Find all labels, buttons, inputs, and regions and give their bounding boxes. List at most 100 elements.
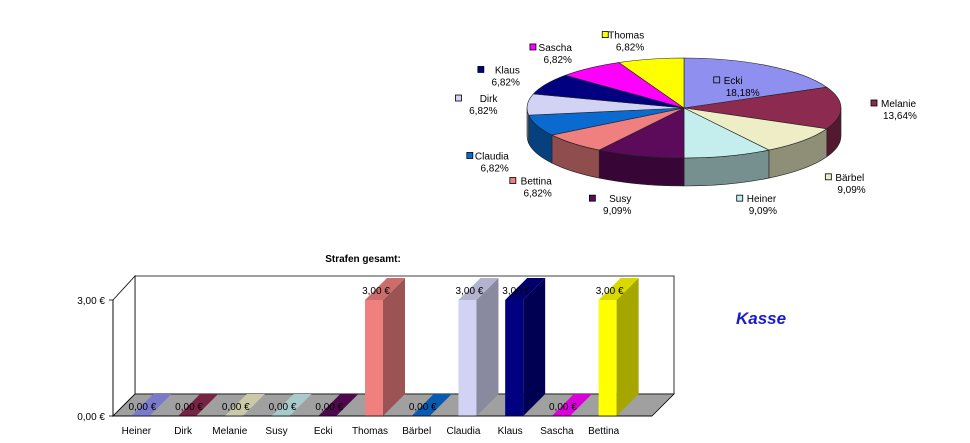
pie-label-name: Thomas xyxy=(608,31,644,42)
pie-slice-susy xyxy=(598,107,685,159)
legend-key-dirk xyxy=(455,94,462,102)
bar-top xyxy=(458,278,499,300)
pie-label-name: Dirk xyxy=(480,94,499,105)
pie-slice-bärbel xyxy=(683,107,828,151)
bar-top xyxy=(598,278,639,300)
bar-thomas: 3,00 € Thomas xyxy=(352,278,405,437)
bar-value-label: 0,00 € xyxy=(175,402,203,413)
pie-slice-ecki xyxy=(683,57,828,109)
bars: 0,00 € Heiner 0,00 € Dirk 0,00 € Melanie 0,00 … xyxy=(122,278,639,437)
bar-bettina: 3,00 € Bettina xyxy=(588,278,639,437)
bar-front xyxy=(505,300,524,416)
pie-slice-melanie xyxy=(683,86,842,130)
pie-slice-thomas xyxy=(617,57,685,109)
bar-value-label: 0,00 € xyxy=(222,402,250,413)
bar-value-label: 0,00 € xyxy=(128,402,156,413)
bar-side xyxy=(476,278,499,416)
legend-key-thomas xyxy=(601,31,609,39)
pie-label-percent: 6,82% xyxy=(523,189,551,200)
bar-top xyxy=(271,394,312,416)
bar-value-label: 0,00 € xyxy=(269,402,297,413)
legend-key-sascha xyxy=(529,43,537,51)
x-tick-label: Bettina xyxy=(588,426,620,437)
bar-side-wall xyxy=(112,274,136,417)
legend-key-claudia xyxy=(466,152,474,159)
legend-key-bärbel xyxy=(824,173,832,181)
bar-value-label: 3,00 € xyxy=(456,286,484,297)
legend-key-bettina xyxy=(509,177,517,184)
bar-top xyxy=(365,278,405,300)
bar-value-label: 0,00 € xyxy=(409,402,437,413)
y-tick-label: 0,00 € xyxy=(77,412,105,423)
bar-chart: Strafen gesamt: 0,00 € 3,00 € 0,00 € Heiner… xyxy=(77,254,675,437)
bar-top xyxy=(224,394,265,416)
pie-label-name: Susy xyxy=(609,194,631,205)
pie-label-name: Melanie xyxy=(881,99,916,110)
pie-label-name: Heiner xyxy=(747,194,777,205)
pie-label-name: Sascha xyxy=(539,43,573,54)
bar-front xyxy=(458,300,477,416)
bar-top xyxy=(411,394,452,416)
y-axis: 0,00 € 3,00 € xyxy=(77,296,113,423)
bar-top xyxy=(178,394,219,416)
bar-side xyxy=(616,278,639,416)
pie-label-percent: 9,09% xyxy=(837,185,865,196)
x-tick-label: Susy xyxy=(265,426,287,437)
bar-top xyxy=(131,394,172,416)
bar-side xyxy=(523,278,546,416)
bar-value-label: 0,00 € xyxy=(315,402,343,413)
pie-label-percent: 13,64% xyxy=(883,111,917,122)
bar-claudia: 3,00 € Claudia xyxy=(446,278,499,437)
pie-label-percent: 9,09% xyxy=(749,206,777,217)
pie-label-percent: 18,18% xyxy=(726,88,760,99)
x-tick-label: Claudia xyxy=(446,426,480,437)
pie-label-name: Klaus xyxy=(495,65,520,76)
x-tick-label: Dirk xyxy=(174,426,193,437)
bar-value-label: 3,00 € xyxy=(596,286,624,297)
pie-side-walls xyxy=(526,107,842,187)
x-tick-label: Melanie xyxy=(212,426,247,437)
kasse-label: Kasse xyxy=(736,309,787,328)
x-tick-label: Sascha xyxy=(540,426,574,437)
bar-top xyxy=(505,278,546,300)
x-tick-label: Klaus xyxy=(498,426,523,437)
x-tick-label: Ecki xyxy=(314,426,333,437)
bar-value-label: 0,00 € xyxy=(549,402,577,413)
pie-label-name: Bettina xyxy=(521,177,553,188)
pie-label-percent: 6,82% xyxy=(480,163,508,174)
bar-value-label: 3,00 € xyxy=(362,286,390,297)
bar-front xyxy=(365,300,383,416)
pie-label-percent: 6,82% xyxy=(491,77,519,88)
x-tick-label: Bärbel xyxy=(402,426,431,437)
pie-label-percent: 6,82% xyxy=(469,106,497,117)
pie-label-percent: 9,09% xyxy=(603,206,631,217)
x-tick-label: Heiner xyxy=(122,426,152,437)
pie-label-name: Claudia xyxy=(475,151,509,162)
bar-value-label: 3,00 € xyxy=(502,286,530,297)
legend-key-melanie xyxy=(870,99,878,107)
pie-label-percent: 6,82% xyxy=(544,55,572,66)
bar-top xyxy=(551,394,592,416)
bar-top xyxy=(318,394,359,416)
bar-klaus: 3,00 € Klaus xyxy=(498,278,546,437)
x-tick-label: Thomas xyxy=(352,426,388,437)
legend-key-susy xyxy=(588,194,596,202)
legend-key-klaus xyxy=(477,66,485,73)
pie-label-percent: 6,82% xyxy=(616,43,644,54)
pie-slice-heiner xyxy=(683,107,770,159)
legend-key-ecki xyxy=(713,76,721,84)
